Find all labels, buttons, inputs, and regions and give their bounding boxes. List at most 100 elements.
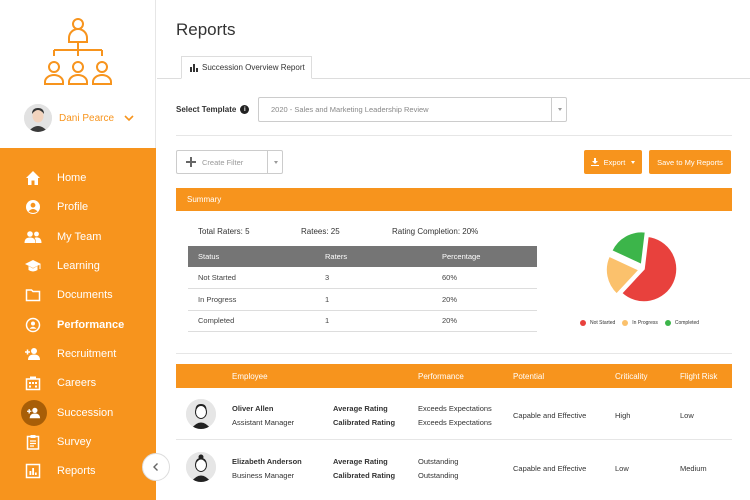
flight-risk-value: Medium bbox=[680, 464, 707, 473]
column-header-status: Status bbox=[188, 246, 315, 267]
legend-item: Not Started bbox=[580, 320, 615, 326]
percentage-cell: 20% bbox=[432, 288, 537, 311]
select-separator bbox=[267, 151, 268, 173]
nav-item-my-team[interactable]: My Team bbox=[0, 222, 156, 251]
export-button[interactable]: Export bbox=[584, 150, 642, 174]
collapse-sidebar-button[interactable] bbox=[142, 453, 170, 481]
template-select-value: 2020 - Sales and Marketing Leadership Re… bbox=[271, 105, 429, 114]
column-header-potential: Potential bbox=[513, 372, 545, 381]
legend-dot bbox=[580, 320, 586, 326]
pie-slice-in-progress bbox=[605, 255, 641, 296]
nav-item-learning[interactable]: Learning bbox=[0, 251, 156, 280]
column-header-employee: Employee bbox=[232, 372, 268, 381]
template-select[interactable]: 2020 - Sales and Marketing Leadership Re… bbox=[258, 97, 567, 122]
nav-label: Documents bbox=[57, 288, 113, 301]
summary-header: Summary bbox=[176, 188, 732, 211]
select-separator bbox=[551, 98, 552, 121]
potential-value: Capable and Effective bbox=[513, 411, 587, 420]
nav-item-careers[interactable]: Careers bbox=[0, 368, 156, 397]
percentage-cell: 60% bbox=[432, 267, 537, 289]
legend-label: In Progress bbox=[632, 320, 658, 326]
template-label: Select Template i bbox=[176, 105, 250, 114]
raters-cell: 3 bbox=[315, 267, 432, 289]
save-label: Save to My Reports bbox=[657, 157, 723, 167]
user-menu[interactable]: Dani Pearce bbox=[24, 104, 156, 132]
pie-slice-not-started bbox=[620, 235, 678, 303]
nav-item-documents[interactable]: Documents bbox=[0, 280, 156, 309]
calibrated-rating-value: Exceeds Expectations bbox=[418, 418, 492, 427]
avatar bbox=[24, 104, 52, 132]
nav-label: Learning bbox=[57, 259, 100, 272]
home-icon bbox=[24, 169, 42, 187]
avatar bbox=[186, 399, 216, 429]
table-header-row: Status Raters Percentage bbox=[188, 246, 537, 267]
raters-cell: 1 bbox=[315, 310, 432, 332]
nav-item-reports[interactable]: Reports bbox=[0, 456, 156, 485]
total-raters: Total Raters: 5 bbox=[198, 227, 250, 236]
table-row: Not Started 3 60% bbox=[188, 267, 537, 289]
caret-down-icon bbox=[274, 161, 278, 164]
potential-value: Capable and Effective bbox=[513, 464, 587, 473]
employee-name: Oliver Allen bbox=[232, 404, 274, 413]
raters-cell: 1 bbox=[315, 288, 432, 311]
pie-slice-completed bbox=[610, 230, 647, 266]
chevron-left-icon bbox=[153, 463, 158, 471]
nav-item-profile[interactable]: Profile bbox=[0, 192, 156, 221]
nav-item-home[interactable]: Home bbox=[0, 163, 156, 192]
criticality-value: High bbox=[615, 411, 631, 420]
create-filter-dropdown[interactable]: Create Filter bbox=[176, 150, 283, 174]
folder-icon bbox=[24, 286, 42, 304]
nav-item-performance[interactable]: Performance bbox=[0, 310, 156, 339]
nav-label: Home bbox=[57, 171, 87, 184]
sidebar: Dani Pearce Home Profile My Team bbox=[0, 0, 170, 500]
building-icon bbox=[24, 374, 42, 392]
legend-dot bbox=[664, 320, 671, 326]
succession-icon bbox=[21, 399, 47, 426]
template-label-text: Select Template bbox=[176, 105, 237, 114]
rating-completion: Rating Completion: 20% bbox=[392, 227, 479, 236]
chevron-down-icon[interactable] bbox=[123, 112, 135, 124]
status-cell: Completed bbox=[188, 310, 315, 332]
nav-label: Profile bbox=[57, 200, 89, 213]
tab-label: Succession Overview Report bbox=[202, 63, 305, 72]
average-rating-label: Average Rating bbox=[333, 457, 388, 466]
calibrated-rating-label: Calibrated Rating bbox=[333, 471, 396, 480]
page-title: Reports bbox=[176, 20, 236, 39]
table-row: Completed 1 20% bbox=[188, 310, 537, 332]
caret-down-icon bbox=[631, 160, 636, 164]
table-row[interactable]: Oliver Allen Assistant Manager Average R… bbox=[176, 389, 732, 441]
org-chart-logo-icon bbox=[40, 14, 116, 88]
nav-label: Careers bbox=[57, 376, 97, 389]
legend-label: Completed bbox=[674, 320, 700, 326]
criticality-value: Low bbox=[615, 464, 629, 473]
table-row[interactable]: Elizabeth Anderson Business Manager Aver… bbox=[176, 442, 732, 494]
divider bbox=[176, 135, 732, 136]
divider bbox=[176, 439, 732, 440]
status-pie-chart bbox=[605, 230, 678, 303]
download-icon bbox=[590, 158, 599, 166]
ratees-count: Ratees: 25 bbox=[301, 227, 340, 236]
nav-label: Succession bbox=[57, 406, 114, 419]
nav-item-succession[interactable]: Succession bbox=[0, 398, 156, 427]
nav-item-survey[interactable]: Survey bbox=[0, 427, 156, 456]
pie-legend: Not Started In Progress Completed bbox=[580, 320, 706, 326]
column-header-criticality: Criticality bbox=[615, 372, 648, 381]
tab-succession-overview-report[interactable]: Succession Overview Report bbox=[181, 56, 312, 79]
average-rating-value: Exceeds Expectations bbox=[418, 404, 492, 413]
clipboard-icon bbox=[24, 433, 42, 451]
nav-label: My Team bbox=[57, 230, 102, 243]
main-nav: Home Profile My Team Learning Documents bbox=[0, 148, 156, 500]
performance-icon bbox=[24, 316, 42, 334]
legend-item: In Progress bbox=[622, 320, 658, 326]
legend-item: Completed bbox=[664, 320, 700, 326]
average-rating-value: Outstanding bbox=[418, 457, 459, 466]
caret-down-icon bbox=[558, 108, 562, 111]
employee-title: Assistant Manager bbox=[232, 418, 295, 427]
status-cell: Not Started bbox=[188, 267, 315, 289]
plus-icon bbox=[185, 156, 197, 168]
employee-title: Business Manager bbox=[232, 471, 295, 480]
profile-icon bbox=[24, 198, 42, 216]
save-to-my-reports-button[interactable]: Save to My Reports bbox=[649, 150, 731, 174]
nav-item-recruitment[interactable]: Recruitment bbox=[0, 339, 156, 368]
info-icon[interactable]: i bbox=[240, 105, 250, 114]
